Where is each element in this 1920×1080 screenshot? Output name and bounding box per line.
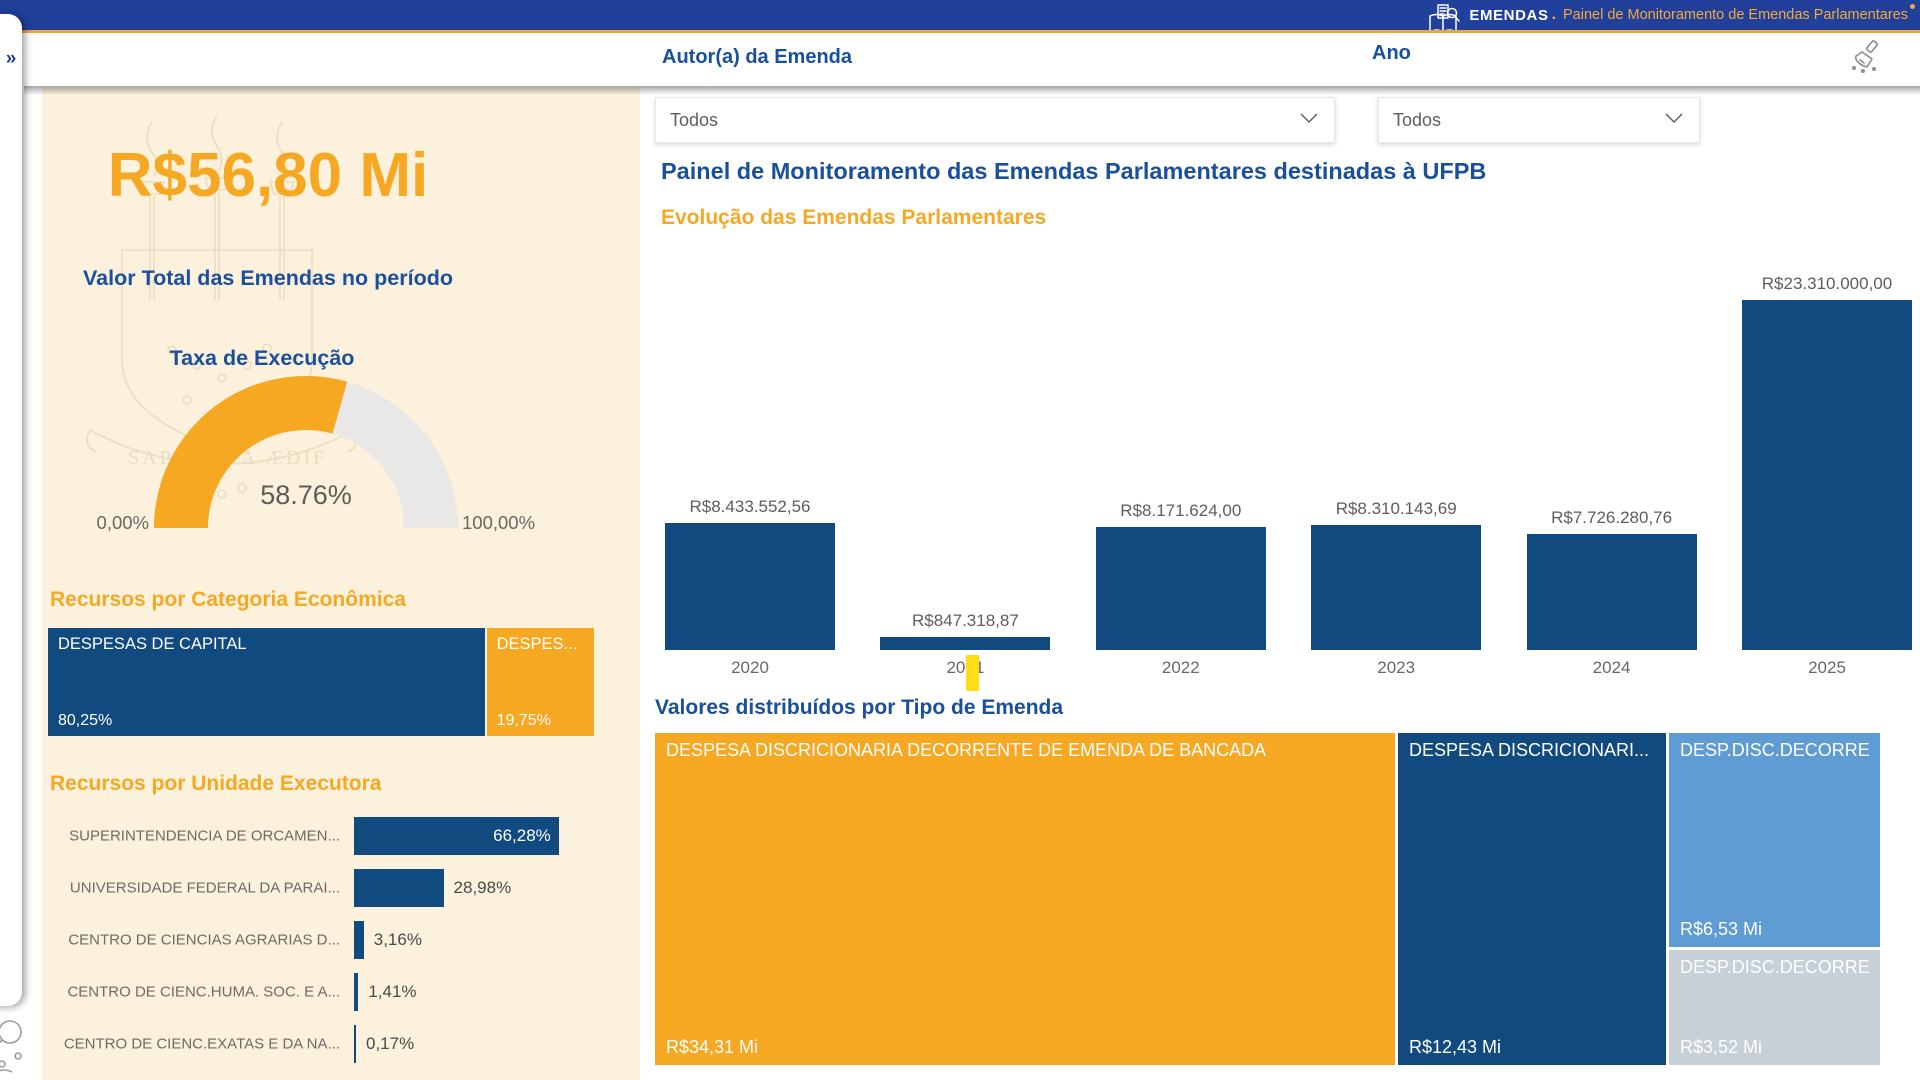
unidade-value-label: 66,28%: [493, 826, 551, 845]
gauge-rest-arc: [332, 381, 458, 528]
brand-name: EMENDAS: [1469, 6, 1549, 24]
unidade-row: SUPERINTENDENCIA DE ORCAMEN... 66,28%: [42, 810, 640, 862]
author-dropdown[interactable]: Todos: [655, 97, 1335, 143]
unidade-bar-chart: SUPERINTENDENCIA DE ORCAMEN... 66,28% UNIV…: [42, 810, 640, 1076]
execution-gauge[interactable]: [146, 368, 466, 538]
gauge-value: 58.76%: [260, 480, 352, 510]
emendas-logo-icon: [1426, 3, 1462, 42]
unidade-category-label: CENTRO DE CIENCIAS AGRARIAS D...: [68, 931, 340, 949]
year-dropdown-value: Todos: [1393, 109, 1442, 130]
categoria-segment-name: DESPESAS DE CAPITAL: [58, 635, 247, 653]
treemap-block-label: DESPESA DISCRICIONARI...: [1409, 740, 1650, 760]
author-dropdown-value: Todos: [670, 109, 719, 130]
unidade-category-label: CENTRO DE CIENC.HUMA. SOC. E A...: [67, 983, 340, 1001]
expand-panel-icon[interactable]: »: [5, 48, 17, 69]
column-bar-2021[interactable]: [880, 637, 1051, 650]
unidade-chart-title: Recursos por Unidade Executora: [50, 772, 382, 795]
treemap-block-label: DESP.DISC.DECORRE...: [1680, 740, 1871, 760]
treemap-block[interactable]: DESPESA DISCRICIONARI... R$12,43 Mi: [1398, 733, 1666, 1065]
categoria-segment[interactable]: DESPES... 19,75%: [486, 628, 594, 736]
treemap-block[interactable]: DESPESA DISCRICIONARIA DECORRENTE DE EME…: [655, 733, 1395, 1065]
chevron-down-icon: [1300, 111, 1318, 129]
unidade-category-label: SUPERINTENDENCIA DE ORCAMEN...: [69, 827, 340, 845]
column-bar-2022[interactable]: [1095, 527, 1266, 650]
unidade-value-label: 1,41%: [368, 982, 417, 1001]
gauge-fill-arc: [154, 375, 348, 528]
x-axis-label: 2022: [1161, 658, 1200, 677]
kpi-total-label: Valor Total das Emendas no período: [83, 266, 453, 290]
categoria-stacked-bar: DESPESAS DE CAPITAL 80,25% DESPES... 19,75%: [48, 628, 594, 736]
tipo-emenda-treemap: DESPESA DISCRICIONARIA DECORRENTE DE EME…: [655, 733, 1880, 1065]
unidade-category-label: UNIVERSIDADE FEDERAL DA PARAI...: [69, 879, 340, 897]
unidade-bar[interactable]: [354, 869, 444, 907]
band-shadow: [24, 86, 1920, 95]
x-axis-label: 2023: [1377, 658, 1416, 677]
chevron-down-icon: [1665, 111, 1683, 129]
filter-band: [0, 33, 1920, 86]
treemap-block-value: R$3,52 Mi: [1680, 1037, 1763, 1057]
categoria-segment-pct: 19,75%: [496, 712, 551, 729]
gauge-max-label: 100,00%: [462, 512, 536, 533]
year-slicer-label: Ano: [1372, 42, 1411, 64]
unidade-value-label: 3,16%: [373, 930, 422, 949]
kpi-total-value: R$56,80 Mi: [107, 141, 429, 210]
page-title: Painel de Monitoramento das Emendas Parl…: [661, 158, 1487, 184]
treemap-block-value: R$34,31 Mi: [666, 1037, 759, 1057]
treemap-block-label: DESPESA DISCRICIONARIA DECORRENTE DE EME…: [666, 740, 1267, 760]
author-slicer-label: Autor(a) da Emenda: [662, 46, 853, 68]
unidade-row: CENTRO DE CIENCIAS AGRARIAS D... 3,16%: [42, 914, 640, 966]
nav-collapse-strip[interactable]: [0, 14, 22, 1006]
x-axis-label: 2025: [1808, 658, 1846, 677]
treemap-block-label: DESP.DISC.DECORRE...: [1680, 957, 1871, 977]
treemap-block[interactable]: DESP.DISC.DECORRE... R$3,52 Mi: [1669, 950, 1880, 1065]
unidade-bar[interactable]: 66,28%: [354, 817, 559, 855]
treemap-block-value: R$6,53 Mi: [1680, 919, 1763, 939]
column-bar-2024[interactable]: [1526, 533, 1697, 650]
unidade-row: CENTRO DE CIENC.EXATAS E DA NA... 0,17%: [42, 1018, 640, 1070]
app-header: EMENDAS . Painel de Monitoramento de Eme…: [0, 0, 1920, 33]
unidade-row: UNIVERSIDADE FEDERAL DA PARAI... 28,98%: [42, 862, 640, 914]
unidade-bar[interactable]: [354, 1025, 356, 1063]
x-axis-label: 2024: [1592, 658, 1631, 677]
gauge-min-label: 0,00%: [96, 512, 149, 533]
magnifier-sketch-icon: [0, 1016, 40, 1080]
categoria-segment-name: DESPES...: [496, 635, 578, 653]
categoria-segment-pct: 80,25%: [58, 712, 113, 729]
column-data-label: R$847.318,87: [911, 611, 1019, 631]
column-data-label: R$23.310.000,00: [1761, 274, 1893, 293]
unidade-category-label: CENTRO DE CIENC.EXATAS E DA NA...: [63, 1035, 340, 1053]
corner-mark: [1910, 4, 1915, 9]
header-accent-line: [0, 30, 1920, 33]
brand-dot: .: [1551, 6, 1557, 23]
highlight-marker: [966, 655, 979, 691]
year-dropdown[interactable]: Todos: [1378, 97, 1700, 143]
column-bar-2023[interactable]: [1311, 525, 1482, 650]
column-bar-2025[interactable]: [1742, 300, 1912, 650]
x-axis-label: 2020: [731, 658, 769, 677]
column-data-label: R$8.171.624,00: [1120, 501, 1242, 521]
evolucao-chart-title: Evolução das Emendas Parlamentares: [661, 206, 1047, 229]
column-bar-2020[interactable]: [665, 523, 835, 650]
clear-filters-brush-icon[interactable]: [1850, 38, 1884, 81]
unidade-value-label: 28,98%: [453, 878, 512, 897]
treemap-block[interactable]: DESP.DISC.DECORRE... R$6,53 Mi: [1669, 733, 1880, 947]
app-header-brand: EMENDAS . Painel de Monitoramento de Eme…: [1426, 0, 1908, 33]
summary-panel: SAPIENTIA ÆDIF R$56,80 Mi Valor Total da…: [42, 88, 640, 1080]
gauge-title: Taxa de Execução: [169, 346, 355, 370]
unidade-bar[interactable]: [354, 921, 364, 959]
column-data-label: R$8.433.552,56: [689, 497, 811, 517]
unidade-bar[interactable]: [354, 973, 359, 1011]
evolucao-column-chart: R$8.433.552,562020R$847.318,872021R$8.17…: [640, 240, 1920, 690]
column-data-label: R$8.310.143,69: [1335, 499, 1457, 519]
categoria-chart-title: Recursos por Categoria Econômica: [50, 588, 406, 611]
brand-subtitle: Painel de Monitoramento de Emendas Parla…: [1563, 7, 1908, 23]
treemap-block-value: R$12,43 Mi: [1409, 1037, 1502, 1057]
column-data-label: R$7.726.280,76: [1551, 507, 1673, 527]
categoria-segment[interactable]: DESPESAS DE CAPITAL 80,25%: [48, 628, 485, 736]
treemap-title: Valores distribuídos por Tipo de Emenda: [655, 696, 1064, 719]
unidade-row: CENTRO DE CIENC.HUMA. SOC. E A... 1,41%: [42, 966, 640, 1018]
unidade-value-label: 0,17%: [366, 1034, 415, 1053]
